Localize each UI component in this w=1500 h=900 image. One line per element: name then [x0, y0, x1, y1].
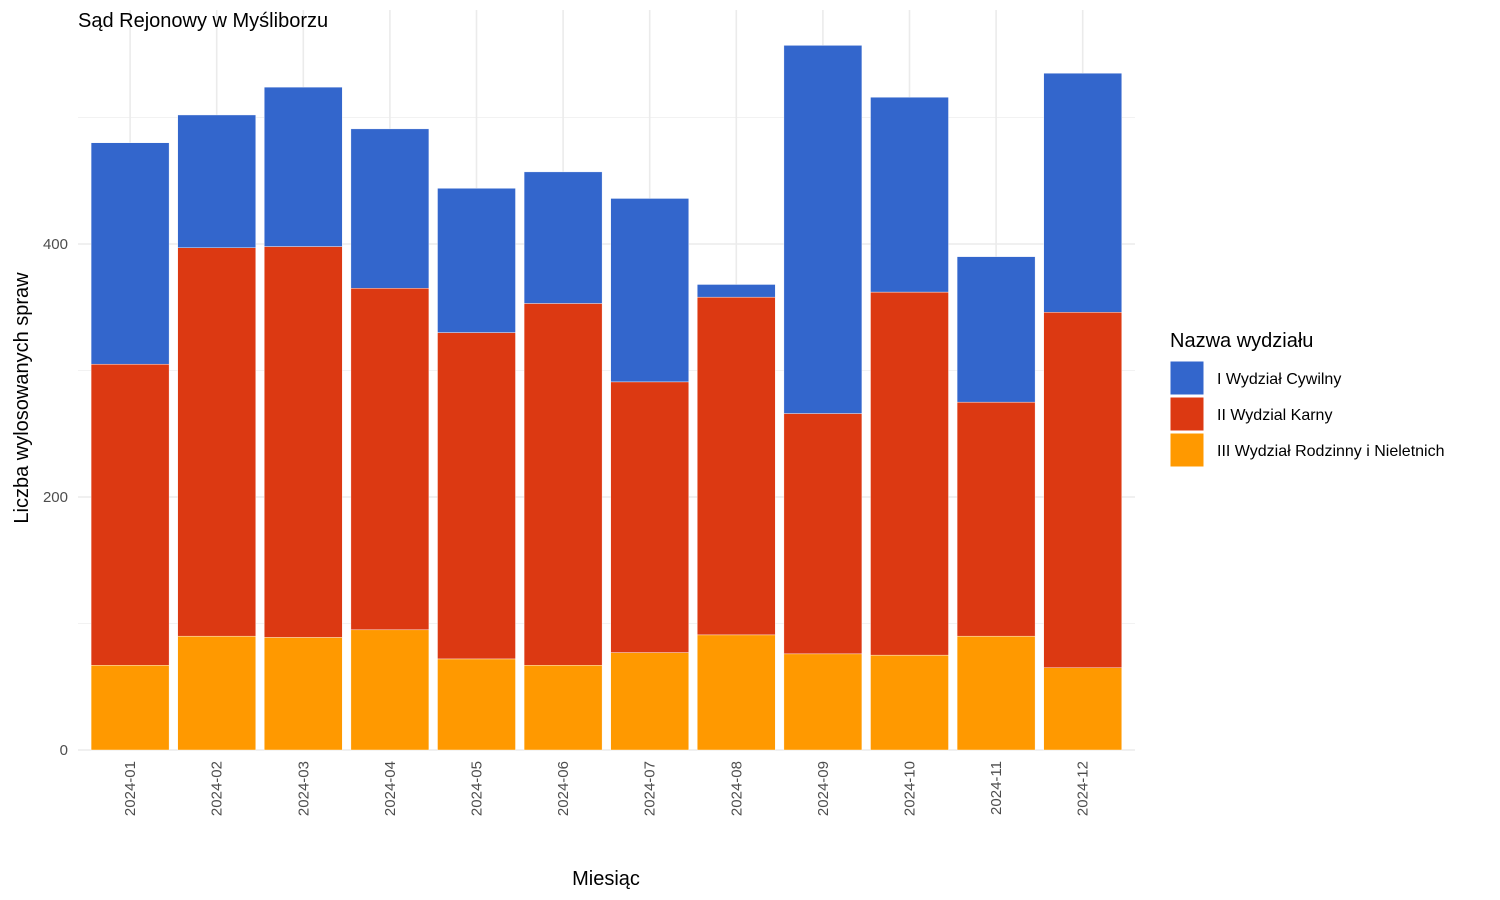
x-tick-label: 2024-11 — [988, 761, 1005, 815]
bar-segment — [523, 303, 603, 666]
bar-segment — [870, 654, 949, 751]
legend-label: II Wydzial Karny — [1217, 407, 1332, 424]
bar-segment — [177, 247, 256, 637]
legend: Nazwa wydziału I Wydział Cywilny II Wydzi… — [1169, 330, 1445, 468]
x-tick-label: 2024-10 — [902, 761, 919, 816]
bar-segment — [90, 363, 170, 666]
bar-segment — [697, 634, 776, 751]
bar-segment — [90, 665, 170, 751]
bar-segment — [956, 635, 1036, 751]
bar-segment — [177, 114, 256, 248]
bar-segment — [697, 296, 776, 636]
chart-title: Sąd Rejonowy w Myśliborzu — [78, 10, 328, 32]
x-tick-label: 2024-09 — [815, 761, 832, 816]
legend-label: I Wydział Cywilny — [1217, 371, 1341, 388]
bar-segment — [783, 45, 863, 414]
bar-segment — [523, 665, 603, 751]
bar-segment — [350, 288, 430, 631]
x-tick-label: 2024-04 — [382, 761, 399, 816]
bar-segment — [610, 652, 689, 751]
bar-segment — [177, 635, 256, 751]
legend-swatch — [1169, 360, 1205, 396]
x-axis-title: Miesiąc — [572, 868, 640, 890]
x-tick-label: 2024-06 — [555, 761, 572, 816]
legend-title: Nazwa wydziału — [1170, 330, 1313, 352]
bar-segment — [437, 188, 516, 333]
bar-segment — [1043, 73, 1122, 313]
bar-segment — [264, 246, 343, 638]
bar-segment — [350, 629, 430, 751]
legend-label: III Wydział Rodzinny i Nieletnich — [1217, 443, 1445, 460]
x-tick-label: 2024-07 — [642, 761, 659, 816]
bar-segment — [350, 128, 430, 289]
bar-segment — [437, 658, 516, 751]
bar-segment — [870, 291, 949, 656]
bar-segment — [956, 256, 1036, 403]
x-tick-label: 2024-02 — [209, 761, 226, 816]
bar-segment — [783, 653, 863, 751]
x-tick-label: 2024-12 — [1075, 761, 1092, 816]
y-axis-ticks: 0 200 400 — [43, 236, 68, 759]
bar-segment — [1043, 667, 1122, 751]
bar-segment — [264, 86, 343, 247]
x-tick-label: 2024-03 — [295, 761, 312, 816]
bar-segment — [610, 198, 689, 383]
bar-segment — [870, 97, 949, 293]
bars — [90, 45, 1122, 751]
bar-segment — [956, 401, 1036, 637]
x-tick-label: 2024-01 — [122, 761, 139, 816]
bar-segment — [90, 142, 170, 365]
legend-swatch — [1169, 396, 1205, 432]
bar-segment — [264, 637, 343, 751]
y-tick-label: 400 — [43, 236, 68, 253]
y-axis-title: Liczba wylosowanych spraw — [11, 272, 33, 524]
bar-segment — [783, 413, 863, 655]
bar-segment — [437, 332, 516, 660]
x-axis-ticks: 2024-01 2024-02 2024-03 2024-04 2024-05 2024-… — [122, 761, 1092, 816]
legend-swatch — [1169, 432, 1205, 468]
x-tick-label: 2024-08 — [728, 761, 745, 816]
y-tick-label: 200 — [43, 489, 68, 506]
bar-segment — [610, 381, 689, 653]
bar-segment — [1043, 312, 1122, 668]
bar-segment — [697, 284, 776, 298]
bar-segment — [523, 171, 603, 304]
y-tick-label: 0 — [60, 742, 68, 759]
x-tick-label: 2024-05 — [469, 761, 486, 816]
